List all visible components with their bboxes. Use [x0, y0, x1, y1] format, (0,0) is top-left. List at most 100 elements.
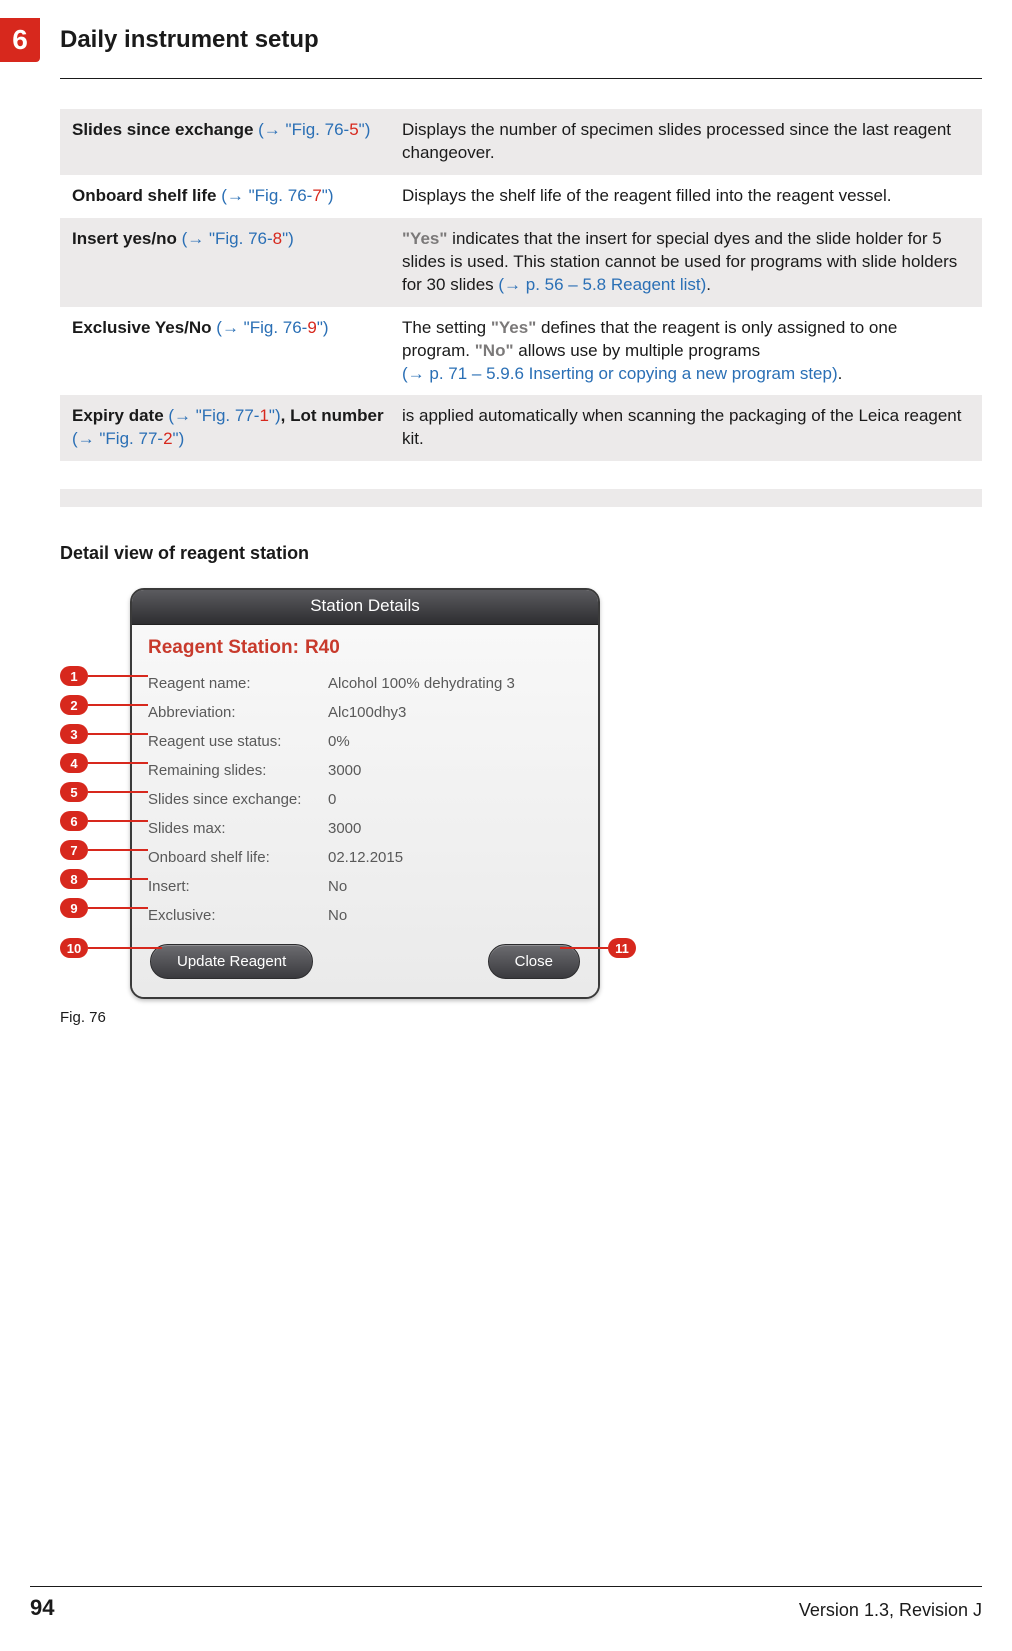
def-desc: Displays the number of specimen slides p…: [402, 119, 970, 165]
callout-bubble: 11: [608, 938, 636, 958]
def-row: Insert yes/no (→ "Fig. 76-8") "Yes" indi…: [60, 218, 982, 307]
station-details-dialog: Station Details Reagent Station: R40 Rea…: [130, 588, 600, 999]
dialog-row-label: Reagent name:: [148, 675, 328, 692]
ref-num: 1: [259, 406, 268, 425]
spacer-bar: [60, 489, 982, 507]
callout-bubble: 6: [60, 811, 88, 831]
footer-rule: [30, 1586, 982, 1587]
dialog-row-value: Alcohol 100% dehydrating 3: [328, 675, 582, 692]
chapter-number-box: 6: [0, 18, 40, 62]
ref-suffix: "): [359, 120, 371, 139]
callout-bubble: 1: [60, 666, 88, 686]
callout-bubble: 8: [60, 869, 88, 889]
dialog-buttons: Update Reagent Close: [148, 930, 582, 983]
term-bold: Exclusive Yes/No: [72, 318, 212, 337]
version-text: Version 1.3, Revision J: [799, 1600, 982, 1621]
dialog-row-value: Alc100dhy3: [328, 704, 582, 721]
dialog-row: Exclusive:No: [148, 901, 582, 930]
dialog-row-label: Onboard shelf life:: [148, 849, 328, 866]
close-button[interactable]: Close: [488, 944, 580, 979]
callout-bubble: 3: [60, 724, 88, 744]
definition-table: Slides since exchange (→ "Fig. 76-5") Di…: [60, 109, 982, 461]
dialog-row-value: 0%: [328, 733, 582, 750]
page-number: 94: [30, 1595, 54, 1621]
ref-link[interactable]: (→ "Fig. 77-2"): [72, 429, 184, 448]
ref-link[interactable]: (→ p. 71 – 5.9.6 Inserting or copying a …: [402, 364, 838, 383]
def-term: Exclusive Yes/No (→ "Fig. 76-9"): [72, 317, 402, 386]
dialog-row-value: 3000: [328, 820, 582, 837]
dialog-row: Insert:No: [148, 872, 582, 901]
ref-suffix: "): [269, 406, 281, 425]
dialog-heading: Reagent Station: R40: [148, 637, 582, 659]
ref-fig: "Fig. 76-: [209, 229, 273, 248]
dialog-row-label: Slides since exchange:: [148, 791, 328, 808]
ref-link[interactable]: (→ "Fig. 77-1"): [164, 406, 281, 425]
term-bold: Lot number: [290, 406, 384, 425]
update-reagent-button[interactable]: Update Reagent: [150, 944, 313, 979]
def-desc: The setting "Yes" defines that the reage…: [402, 317, 970, 386]
term-bold: Onboard shelf life: [72, 186, 217, 205]
term-bold: Expiry date: [72, 406, 164, 425]
desc-text: allows use by multiple programs: [514, 341, 761, 360]
dialog-row-value: 02.12.2015: [328, 849, 582, 866]
ref-link[interactable]: (→ "Fig. 76-5"): [253, 120, 370, 139]
figure-wrap: Station Details Reagent Station: R40 Rea…: [60, 588, 640, 999]
def-desc: is applied automatically when scanning t…: [402, 405, 970, 451]
dialog-row-label: Remaining slides:: [148, 762, 328, 779]
ref-fig: "Fig. 77-: [99, 429, 163, 448]
ref-fig: "Fig. 76-: [286, 120, 350, 139]
def-row: Exclusive Yes/No (→ "Fig. 76-9") The set…: [60, 307, 982, 396]
term-bold: Slides since exchange: [72, 120, 253, 139]
ref-suffix: "): [173, 429, 185, 448]
ref-num: 7: [312, 186, 321, 205]
callout-bubble: 2: [60, 695, 88, 715]
ref-fig: "Fig. 77-: [196, 406, 260, 425]
def-term: Insert yes/no (→ "Fig. 76-8"): [72, 228, 402, 297]
dialog-rows: Reagent name:Alcohol 100% dehydrating 3A…: [148, 669, 582, 930]
callout-bubble: 7: [60, 840, 88, 860]
ref-link[interactable]: (→ "Fig. 76-7"): [217, 186, 334, 205]
no-literal: "No": [475, 341, 514, 360]
ref-prefix: (→: [72, 429, 99, 448]
chapter-title: Daily instrument setup: [60, 18, 319, 54]
dialog-title: Station Details: [132, 590, 598, 625]
ref-link[interactable]: (→ "Fig. 76-8"): [177, 229, 294, 248]
ref-fig: "Fig. 76-: [244, 318, 308, 337]
dialog-row-label: Slides max:: [148, 820, 328, 837]
dialog-row-value: 3000: [328, 762, 582, 779]
callout-bubble: 4: [60, 753, 88, 773]
ref-num: 9: [307, 318, 316, 337]
dialog-row-value: No: [328, 907, 582, 924]
ref-prefix: (→: [217, 186, 249, 205]
desc-text: .: [838, 364, 843, 383]
ref-prefix: (→: [164, 406, 196, 425]
def-desc: Displays the shelf life of the reagent f…: [402, 185, 970, 208]
ref-link[interactable]: (→ p. 56 – 5.8 Reagent list): [498, 275, 706, 294]
yes-literal: "Yes": [491, 318, 536, 337]
dialog-body: Reagent Station: R40 Reagent name:Alcoho…: [132, 625, 598, 997]
ref-num: 2: [163, 429, 172, 448]
ref-prefix: (→: [253, 120, 285, 139]
ref-num: 5: [349, 120, 358, 139]
figure-caption: Fig. 76: [60, 1009, 1012, 1026]
dialog-row-value: No: [328, 878, 582, 895]
dialog-row: Reagent use status:0%: [148, 727, 582, 756]
dialog-row: Onboard shelf life:02.12.2015: [148, 843, 582, 872]
dialog-row-value: 0: [328, 791, 582, 808]
dialog-row: Slides since exchange:0: [148, 785, 582, 814]
callout-bubble: 9: [60, 898, 88, 918]
ref-link[interactable]: (→ "Fig. 76-9"): [212, 318, 329, 337]
desc-text: The setting: [402, 318, 491, 337]
callout-bubble: 5: [60, 782, 88, 802]
term-bold: Insert yes/no: [72, 229, 177, 248]
ref-prefix: (→: [212, 318, 244, 337]
dialog-row: Reagent name:Alcohol 100% dehydrating 3: [148, 669, 582, 698]
ref-suffix: "): [282, 229, 294, 248]
def-term: Expiry date (→ "Fig. 77-1"), Lot number …: [72, 405, 402, 451]
desc-text: .: [706, 275, 711, 294]
def-row: Expiry date (→ "Fig. 77-1"), Lot number …: [60, 395, 982, 461]
def-row: Onboard shelf life (→ "Fig. 76-7") Displ…: [60, 175, 982, 218]
dialog-row-label: Reagent use status:: [148, 733, 328, 750]
header-rule: [60, 78, 982, 79]
sep: ,: [281, 406, 290, 425]
